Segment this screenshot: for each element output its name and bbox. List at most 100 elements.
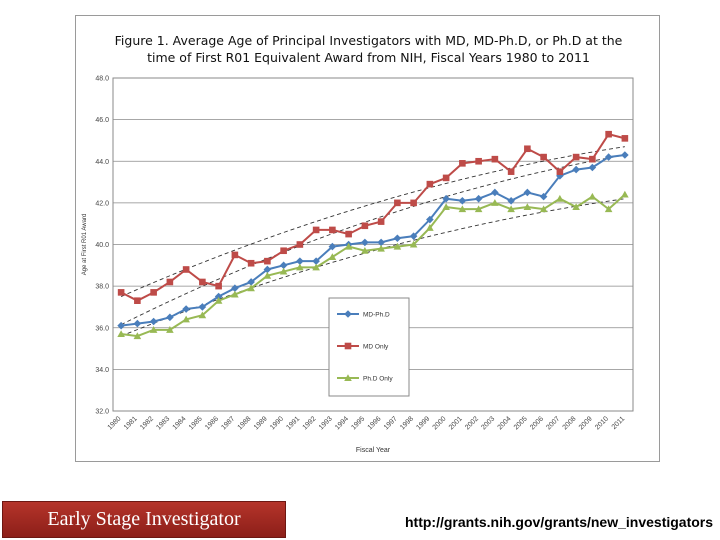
data-point	[604, 205, 613, 213]
x-axis-label: Fiscal Year	[356, 447, 391, 454]
data-point	[588, 192, 597, 200]
x-tick-label: 1986	[204, 415, 220, 431]
x-tick-label: 1988	[237, 415, 253, 431]
legend-label: MD-Ph.D	[363, 312, 390, 319]
data-point	[539, 205, 548, 213]
x-tick-label: 1983	[155, 415, 171, 431]
data-point	[523, 188, 532, 197]
data-point	[442, 174, 450, 182]
early-stage-investigator-label: Early Stage Investigator	[2, 501, 286, 538]
legend-swatch-marker	[344, 374, 352, 381]
data-point	[410, 199, 417, 207]
x-tick-label: 1984	[172, 415, 188, 431]
data-point	[426, 224, 434, 231]
legend-swatch-marker	[344, 342, 352, 350]
y-tick-label: 48.0	[95, 76, 109, 83]
data-point	[361, 246, 369, 254]
data-point	[264, 257, 271, 265]
data-point	[166, 278, 174, 286]
data-point	[394, 199, 401, 207]
series-line	[120, 193, 626, 338]
x-tick-label: 1999	[415, 415, 431, 431]
source-url[interactable]: http://grants.nih.gov/grants/new_investi…	[405, 514, 714, 530]
data-point	[442, 203, 450, 211]
data-point	[296, 263, 304, 271]
x-tick-label: 1991	[285, 415, 301, 431]
chart-svg: 32.0 34.0 36.0 38.0 40.0 42.0 44.0 46.0 48.0 1980…	[82, 76, 634, 454]
data-point	[231, 251, 239, 259]
data-point	[344, 242, 353, 250]
series-line	[120, 133, 626, 302]
data-point	[280, 247, 287, 255]
legend-label: MD Only	[363, 344, 389, 351]
x-tick-label: 1985	[188, 415, 204, 431]
data-point	[117, 321, 125, 330]
data-point	[491, 155, 499, 163]
data-point	[377, 244, 385, 252]
data-point	[621, 190, 629, 198]
x-tick-label: 1981	[123, 415, 139, 431]
legend-swatch-marker	[344, 310, 352, 318]
x-tick-label: 1997	[383, 415, 399, 431]
data-point	[133, 319, 142, 328]
data-point	[312, 226, 320, 234]
chart-title-line2: time of First R01 Equivalent Award from …	[147, 50, 590, 65]
y-tick-label: 38.0	[95, 284, 109, 291]
x-tick-label: 2004	[497, 415, 513, 431]
x-tick-label: 1990	[269, 415, 285, 431]
data-point	[361, 222, 369, 230]
data-point	[426, 215, 434, 224]
data-point	[409, 240, 418, 248]
data-point	[214, 292, 223, 301]
data-point	[393, 234, 402, 243]
data-point	[312, 263, 320, 271]
data-point	[589, 155, 596, 163]
series-Ph.D Only	[117, 190, 629, 340]
data-point	[409, 232, 418, 240]
data-point	[247, 278, 255, 286]
x-tick-label: 2001	[448, 415, 464, 431]
data-point	[556, 168, 564, 175]
x-tick-label: 1982	[139, 415, 155, 431]
chart-title-line1: Figure 1. Average Age of Principal Inves…	[114, 33, 623, 48]
trendline-MD Only	[120, 146, 625, 297]
data-point	[231, 284, 239, 293]
data-point	[328, 253, 337, 260]
data-point	[475, 157, 482, 165]
data-point	[605, 130, 612, 138]
x-tick-label: 1995	[350, 415, 366, 431]
y-tick-label: 32.0	[95, 409, 109, 416]
x-tick-label: 2006	[529, 415, 545, 431]
data-point	[377, 238, 385, 247]
data-point	[491, 188, 499, 197]
series-MD Only	[117, 130, 629, 304]
data-point	[150, 289, 157, 296]
y-axis-label: Age at First R01 Award	[82, 214, 88, 276]
data-point	[296, 257, 304, 265]
data-point	[491, 199, 499, 206]
chart-frame: 32.0 34.0 36.0 38.0 40.0 42.0 44.0 46.0 48.0 1980…	[75, 15, 660, 462]
x-tick-label: 2008	[562, 415, 578, 431]
data-point	[166, 313, 174, 322]
data-point	[507, 168, 515, 175]
x-tick-label: 2003	[480, 415, 496, 431]
data-point	[588, 163, 597, 172]
data-point	[507, 205, 515, 213]
y-tick-label: 42.0	[95, 200, 109, 207]
data-point	[215, 282, 222, 290]
data-point	[182, 315, 190, 323]
data-point	[523, 203, 532, 211]
data-point	[572, 153, 580, 161]
data-point	[247, 284, 255, 292]
data-point	[329, 226, 336, 234]
data-point	[199, 278, 206, 286]
data-point	[312, 257, 320, 265]
data-point	[556, 194, 564, 202]
data-point	[279, 267, 288, 275]
data-point	[377, 218, 385, 225]
data-point	[474, 205, 483, 213]
data-point	[458, 205, 467, 213]
chart-title: Figure 1. Average Age of Principal Inves…	[76, 32, 661, 66]
x-tick-label: 2005	[513, 415, 529, 431]
data-point	[572, 203, 580, 211]
